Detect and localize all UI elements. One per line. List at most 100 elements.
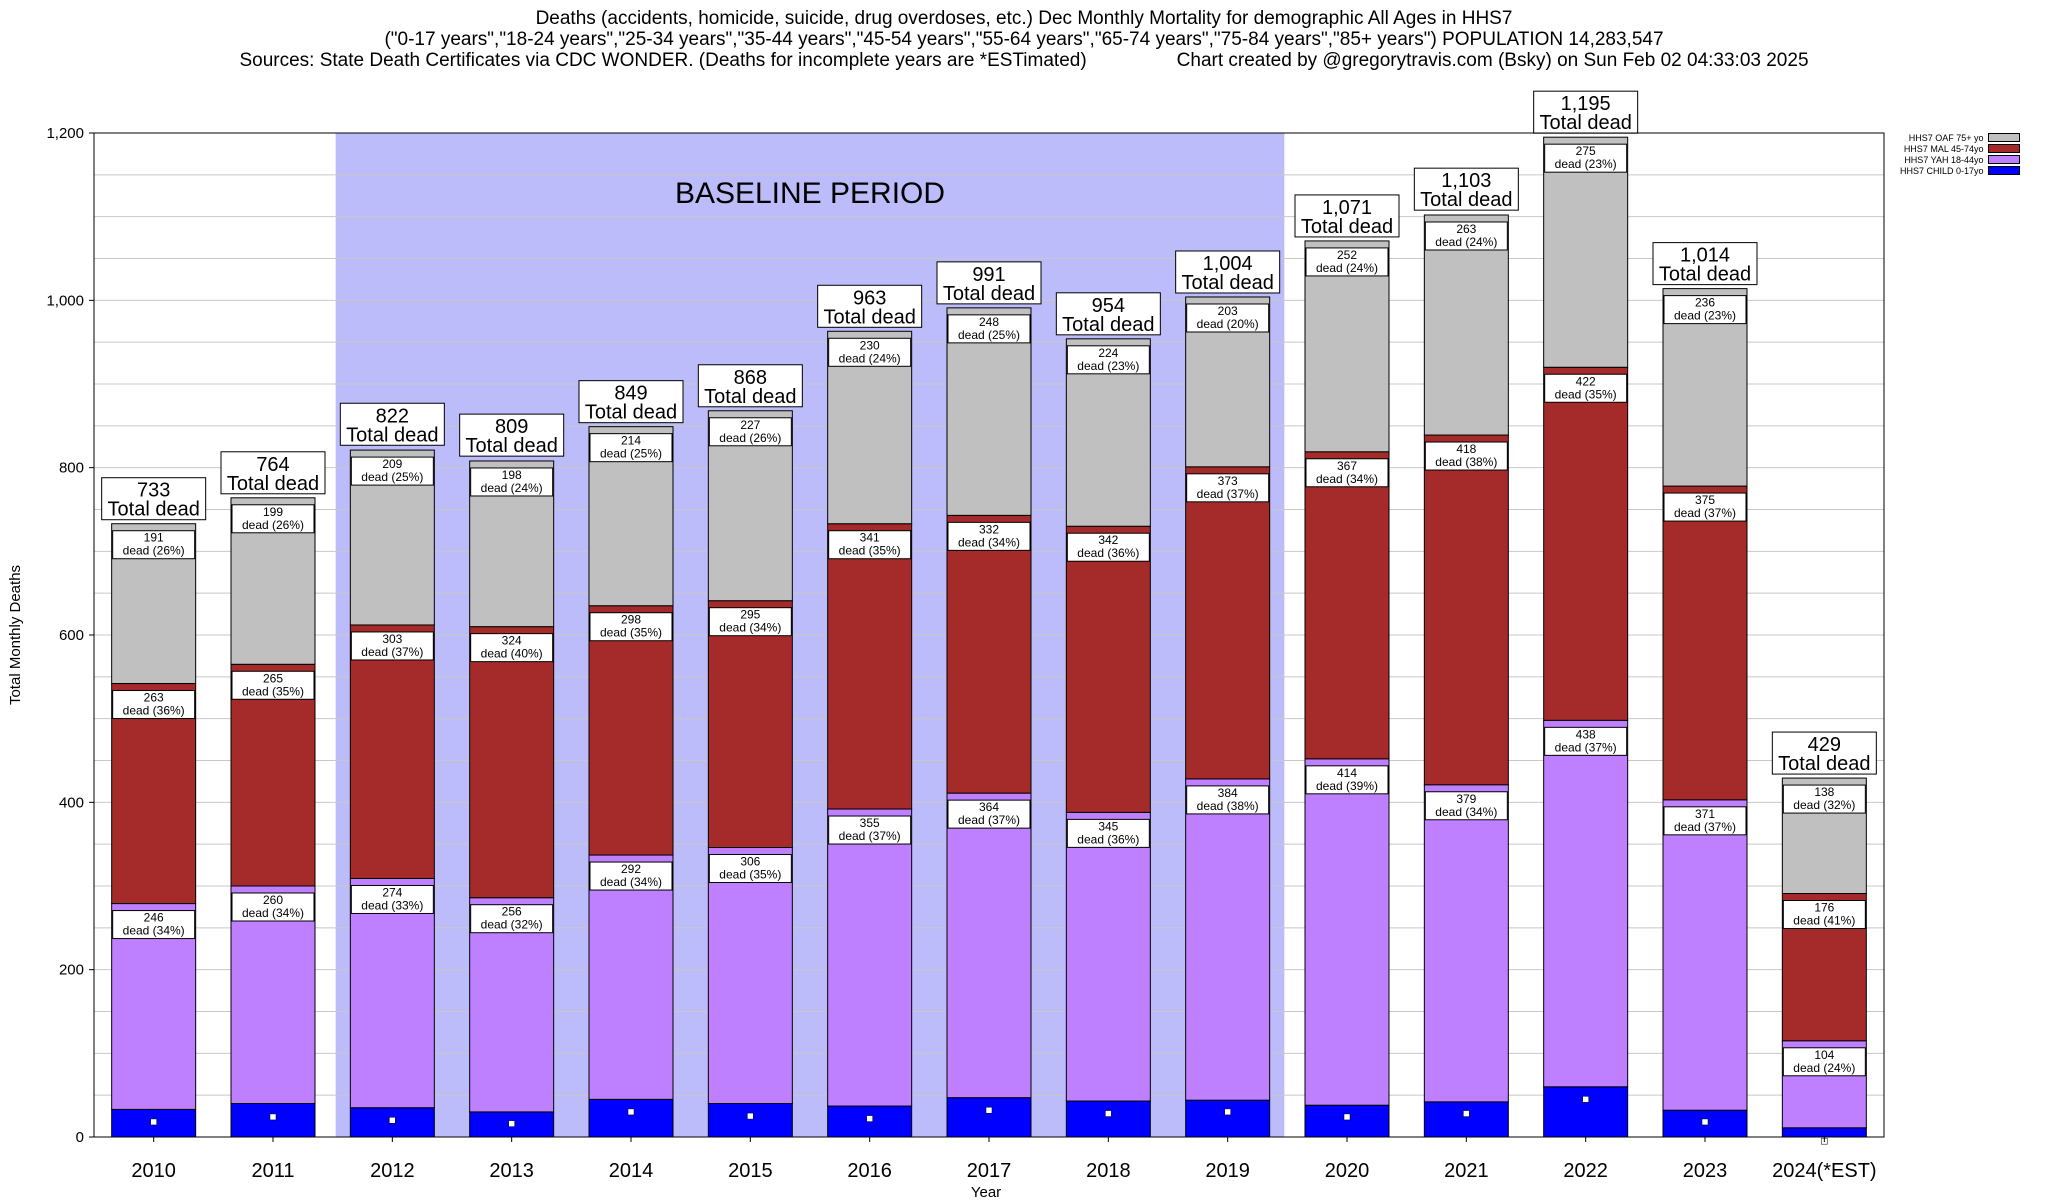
total-suffix-label: Total dead — [704, 386, 796, 408]
total-label-box — [936, 261, 1042, 305]
segment-value-label: 355 — [860, 816, 880, 830]
segment-value-label: 275 — [1576, 144, 1596, 158]
legend-swatch — [1987, 166, 2020, 175]
segment-label-box — [1663, 295, 1747, 325]
y-tick-label: 1,200 — [46, 125, 84, 142]
bar-segment — [946, 792, 1032, 1099]
segment-label-box — [1782, 900, 1866, 930]
segment-label-box — [1544, 726, 1628, 756]
total-value-label: 1,004 — [1203, 253, 1253, 275]
segment-pct-label: dead (36%) — [1077, 546, 1139, 560]
segment-pct-label: dead (26%) — [242, 518, 304, 532]
segment-pct-label: dead (35%) — [242, 684, 304, 698]
segment-pct-label: dead (20%) — [1197, 317, 1259, 331]
total-value-label: 429 — [1808, 734, 1841, 756]
segment-value-label: 246 — [144, 911, 164, 925]
segment-pct-label: dead (34%) — [719, 621, 781, 635]
x-tick-label: 2020 — [1325, 1160, 1370, 1182]
bar-segment — [349, 877, 435, 1109]
segment-label-box — [828, 337, 912, 367]
segment-value-label: 292 — [621, 862, 641, 876]
total-label-box — [1533, 90, 1639, 134]
bar-segment — [230, 663, 316, 887]
credit-note: Chart created by @gregorytravis.com (Bsk… — [1176, 50, 1809, 71]
segment-pct-label: dead (37%) — [1674, 506, 1736, 520]
segment-pct-label: dead (23%) — [1077, 359, 1139, 373]
segment-value-label: 236 — [1695, 296, 1715, 310]
segment-value-label: 422 — [1576, 374, 1596, 388]
segment-pct-label: dead (37%) — [958, 813, 1020, 827]
segment-label-box — [112, 910, 196, 940]
segment-value-label: 104 — [1814, 1048, 1834, 1062]
bar-segment — [827, 523, 913, 810]
segment-label-box — [1186, 303, 1270, 333]
segment-pct-label: dead (25%) — [361, 470, 423, 484]
segment-pct-label: dead (34%) — [958, 535, 1020, 549]
x-tick-label: 2019 — [1205, 1160, 1250, 1182]
segment-pct-label: dead (34%) — [1435, 805, 1497, 819]
legend-label: HHS7 CHILD 0-17yo — [1900, 165, 1984, 176]
segment-value-label: 332 — [979, 522, 999, 536]
bar-segment — [1543, 366, 1629, 721]
segment-pct-label: dead (37%) — [1197, 487, 1259, 501]
segment-label-box — [1544, 373, 1628, 403]
segment-value-label: 209 — [382, 457, 402, 471]
segment-label-box — [1663, 492, 1747, 522]
total-value-label: 868 — [734, 367, 767, 389]
segment-pct-label: dead (35%) — [1555, 387, 1617, 401]
child-marker — [389, 1117, 396, 1124]
segment-label-box — [1424, 221, 1508, 251]
legend-item: HHS7 YAH 18-44yo — [1900, 154, 2020, 165]
segment-value-label: 295 — [740, 608, 760, 622]
segment-pct-label: dead (40%) — [481, 647, 543, 661]
child-marker — [1582, 1096, 1589, 1103]
segment-pct-label: dead (34%) — [600, 875, 662, 889]
segment-value-label: 263 — [144, 691, 164, 705]
bar-segment — [1304, 1104, 1390, 1138]
total-value-label: 963 — [853, 287, 886, 309]
segment-pct-label: dead (26%) — [123, 544, 185, 558]
segment-value-label: 303 — [382, 632, 402, 646]
segment-label-box — [708, 854, 792, 884]
bar-segment — [1662, 485, 1748, 801]
segment-value-label: 138 — [1814, 785, 1834, 799]
bar-segment — [588, 605, 674, 856]
total-label-box — [578, 380, 684, 424]
total-suffix-label: Total dead — [108, 499, 200, 521]
x-tick-label: 2018 — [1086, 1160, 1131, 1182]
legend-item: HHS7 OAF 75+ yo — [1900, 132, 2020, 143]
total-label-box — [1413, 167, 1519, 211]
total-value-label: 849 — [614, 383, 647, 405]
segment-label-box — [828, 530, 912, 560]
segment-pct-label: dead (25%) — [600, 447, 662, 461]
segment-label-box — [112, 530, 196, 560]
bar-segment — [1423, 784, 1509, 1103]
segment-value-label: 371 — [1695, 807, 1715, 821]
segment-value-label: 438 — [1576, 727, 1596, 741]
segment-value-label: 306 — [740, 855, 760, 869]
segment-value-label: 265 — [263, 671, 283, 685]
segment-label-box — [470, 633, 554, 663]
segment-pct-label: dead (37%) — [1555, 740, 1617, 754]
segment-value-label: 324 — [502, 634, 522, 648]
segment-pct-label: dead (34%) — [242, 906, 304, 920]
segment-value-label: 274 — [382, 885, 402, 899]
segment-pct-label: dead (35%) — [719, 868, 781, 882]
total-label-box — [101, 477, 207, 521]
segment-value-label: 373 — [1218, 474, 1238, 488]
segment-label-box — [1305, 458, 1389, 488]
segment-pct-label: dead (34%) — [1316, 472, 1378, 486]
bar-segment — [1185, 1099, 1271, 1138]
bar-segment — [1543, 719, 1629, 1088]
total-label-box — [339, 402, 445, 446]
segment-label-box — [1305, 765, 1389, 795]
segment-label-box — [828, 815, 912, 845]
segment-pct-label: dead (24%) — [1435, 235, 1497, 249]
bar-segment — [1304, 451, 1390, 760]
bar-segment — [1423, 434, 1509, 786]
y-axis-label: Total Monthly Deaths — [7, 565, 24, 705]
child-marker — [1105, 1110, 1112, 1117]
total-label-box — [1652, 242, 1758, 286]
total-value-label: 822 — [376, 405, 409, 427]
